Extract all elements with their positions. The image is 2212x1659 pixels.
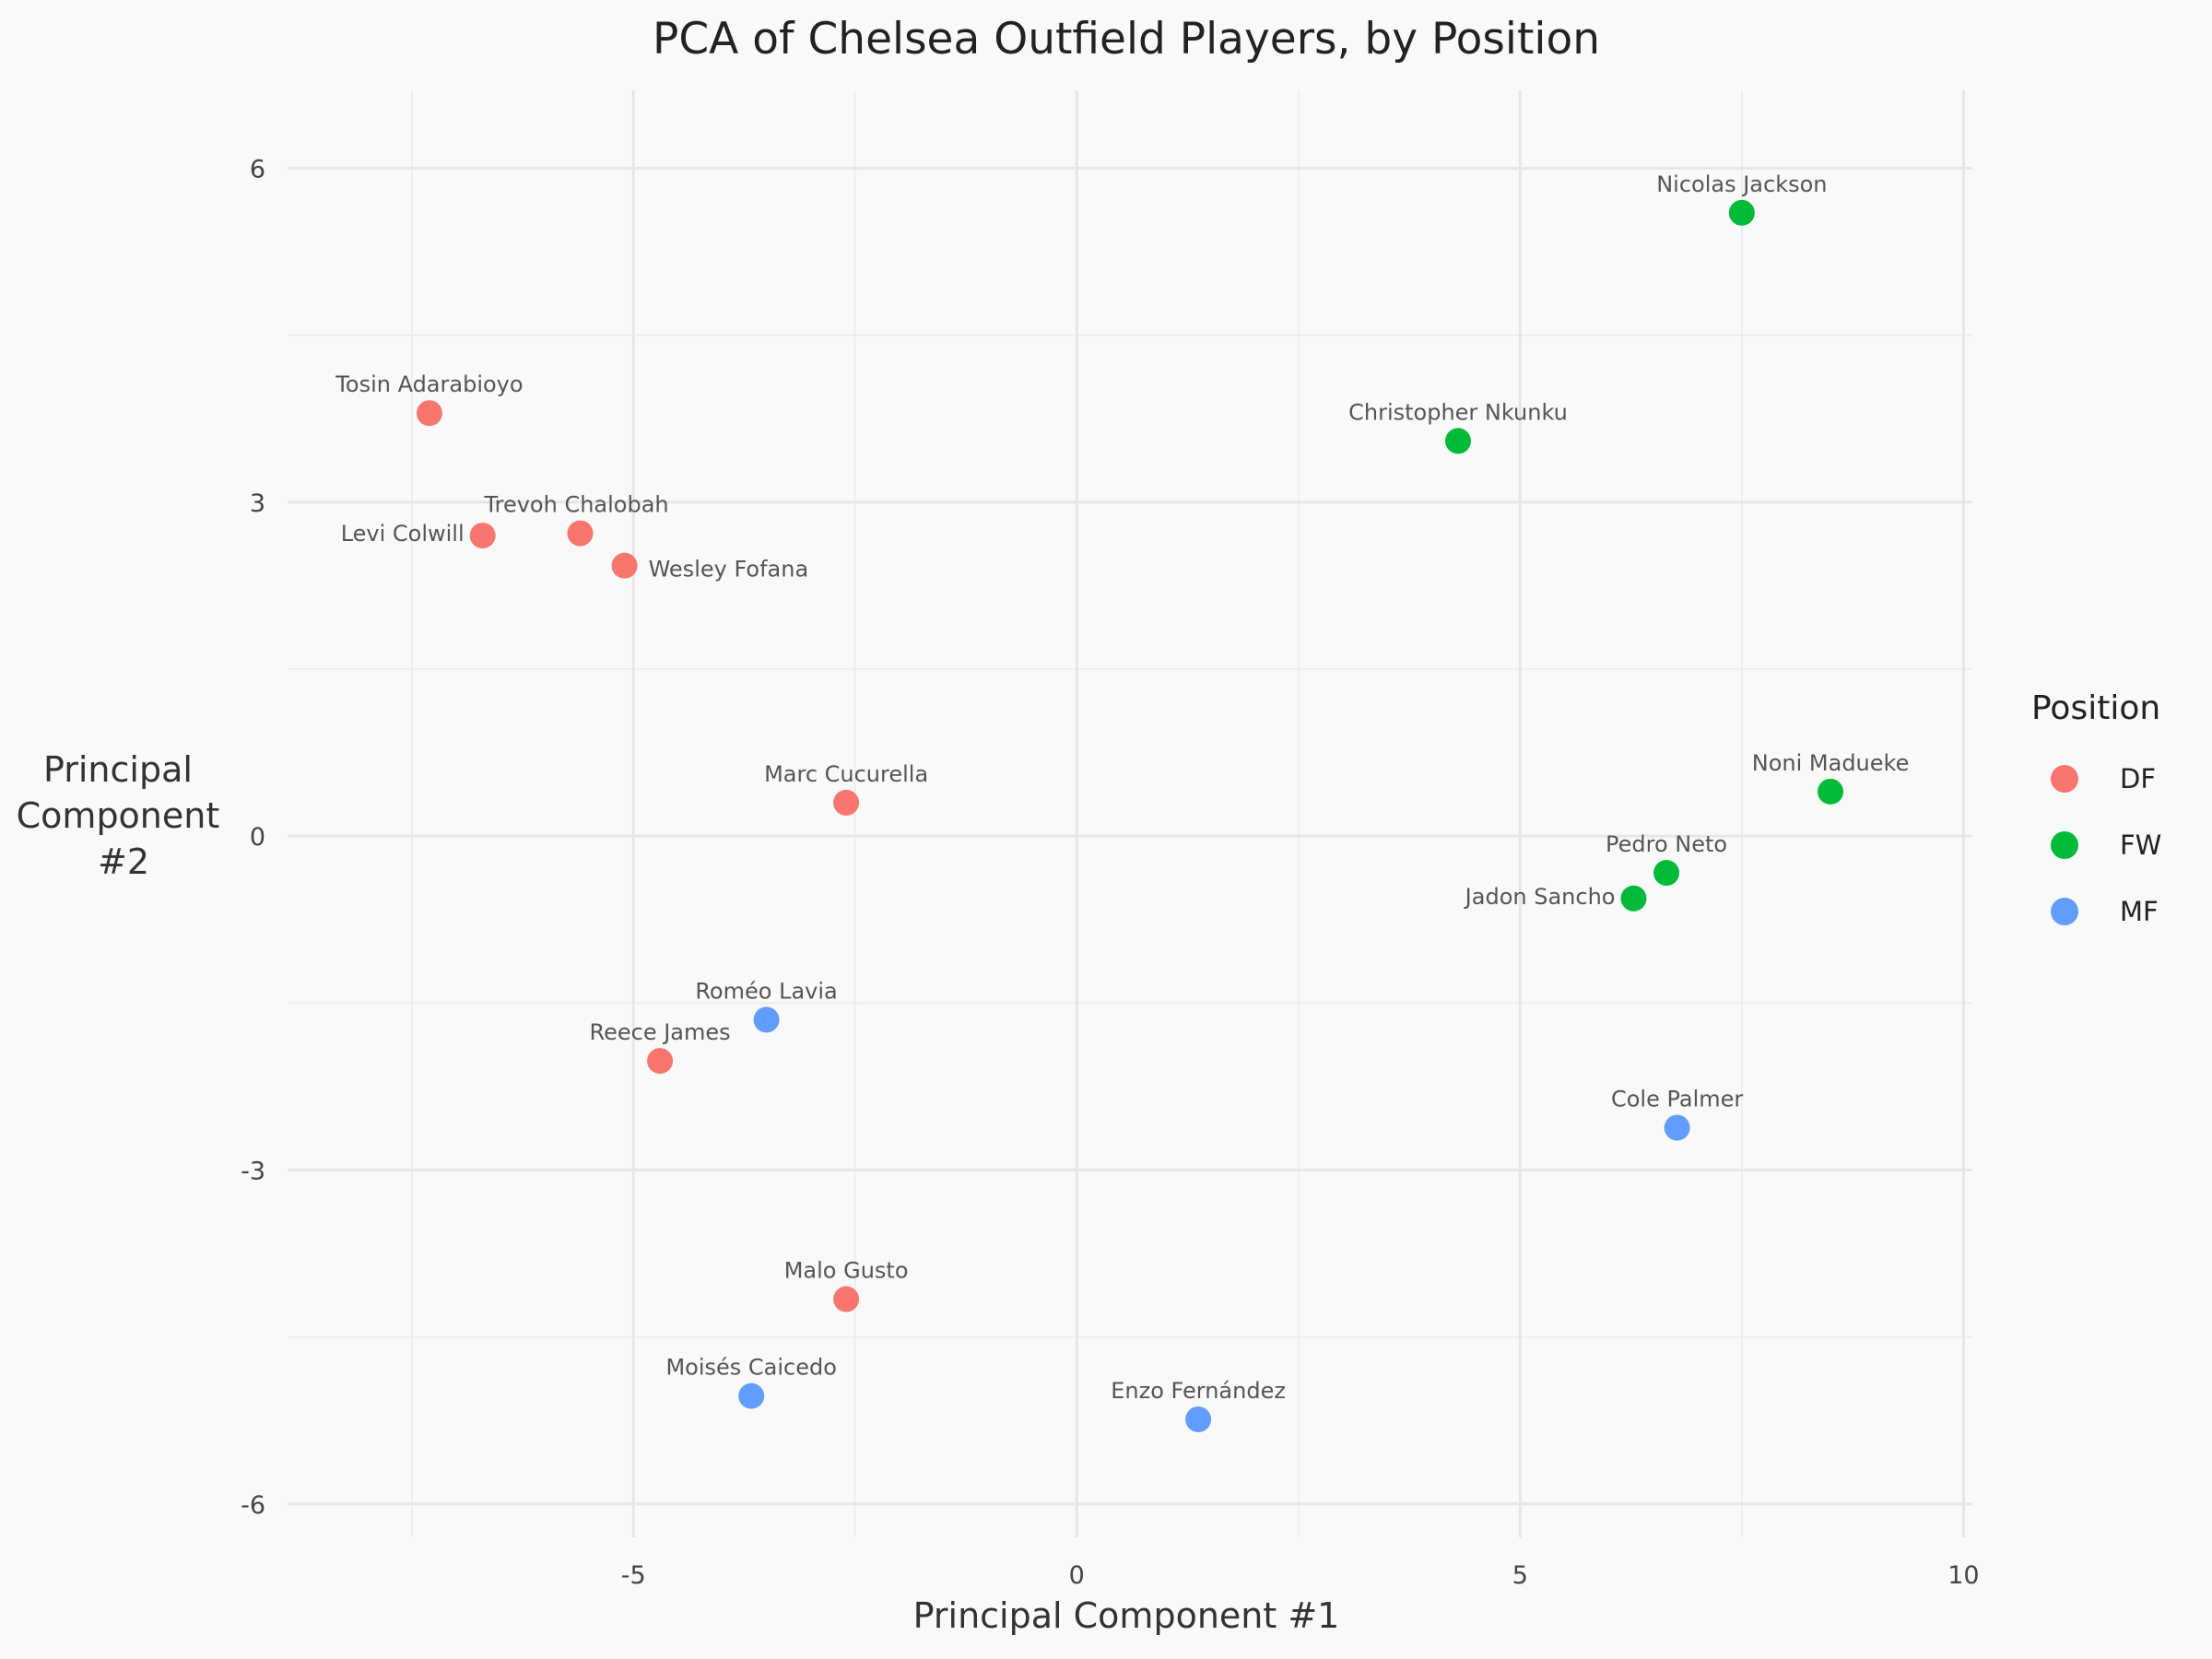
- point-label: Christopher Nkunku: [1348, 399, 1568, 425]
- legend-label: DF: [2120, 763, 2156, 794]
- data-point: [1664, 1114, 1690, 1141]
- y-axis-title: Principal Component #2: [17, 749, 231, 882]
- point-label: Noni Madueke: [1752, 750, 1910, 776]
- legend-key: [2051, 831, 2078, 859]
- x-tick-label: 5: [1512, 1561, 1528, 1590]
- data-point: [1185, 1406, 1212, 1432]
- y-axis-title-line-2: Component: [17, 795, 220, 836]
- x-tick-label: 0: [1069, 1561, 1085, 1590]
- data-point: [753, 1006, 780, 1033]
- legend-title: Position: [2031, 689, 2160, 727]
- y-tick-label: -3: [241, 1157, 265, 1185]
- legend-key: [2051, 765, 2078, 793]
- point-label: Moisés Caicedo: [665, 1355, 836, 1381]
- y-tick-label: 0: [250, 823, 265, 852]
- y-axis-title-line-3: #2: [98, 841, 149, 882]
- point-label: Malo Gusto: [784, 1258, 909, 1284]
- point-label: Reece James: [590, 1019, 731, 1045]
- point-label: Tosin Adarabioyo: [335, 371, 523, 397]
- legend: Position DF FW MF: [2031, 689, 2161, 927]
- data-point: [1818, 778, 1844, 805]
- y-tick-label: 6: [250, 156, 265, 184]
- data-point: [833, 789, 860, 816]
- data-point: [469, 523, 496, 549]
- point-label: Levi Colwill: [341, 521, 465, 547]
- y-axis-ticks: -6 -3 0 3 6: [241, 156, 265, 1520]
- data-point: [1728, 199, 1755, 226]
- point-label: Enzo Fernández: [1111, 1378, 1286, 1404]
- data-point: [647, 1048, 674, 1075]
- point-label: Roméo Lavia: [695, 978, 837, 1004]
- grid: [288, 90, 1972, 1537]
- point-label: Wesley Fofana: [649, 557, 809, 582]
- x-tick-label: -5: [621, 1561, 646, 1590]
- data-point: [611, 552, 638, 579]
- data-point: [1444, 428, 1471, 454]
- data-point: [1620, 885, 1647, 912]
- point-label: Pedro Neto: [1606, 831, 1727, 857]
- data-point: [833, 1286, 860, 1312]
- y-tick-label: 3: [250, 489, 265, 518]
- point-labels: Nicolas Jackson Tosin Adarabioyo Christoph…: [335, 171, 1909, 1404]
- x-axis-ticks: -5 0 5 10: [621, 1561, 1980, 1590]
- data-point: [567, 520, 594, 547]
- data-point: [416, 400, 442, 427]
- point-label: Cole Palmer: [1611, 1087, 1743, 1112]
- y-tick-label: -6: [241, 1491, 265, 1520]
- legend-label: MF: [2120, 896, 2159, 927]
- point-label: Nicolas Jackson: [1656, 171, 1827, 197]
- data-point: [1653, 860, 1680, 887]
- chart-title: PCA of Chelsea Outfield Players, by Posi…: [653, 14, 1600, 65]
- data-point: [738, 1382, 765, 1409]
- point-label: Jadon Sancho: [1464, 884, 1616, 910]
- x-tick-label: 10: [1947, 1561, 1979, 1590]
- legend-key: [2051, 898, 2078, 925]
- x-axis-title: Principal Component #1: [913, 1595, 1340, 1636]
- point-label: Trevoh Chalobah: [483, 492, 668, 518]
- data-points: [416, 199, 1844, 1432]
- point-label: Marc Cucurella: [764, 761, 928, 787]
- legend-label: FW: [2120, 830, 2161, 861]
- y-axis-title-line-1: Principal: [43, 749, 193, 790]
